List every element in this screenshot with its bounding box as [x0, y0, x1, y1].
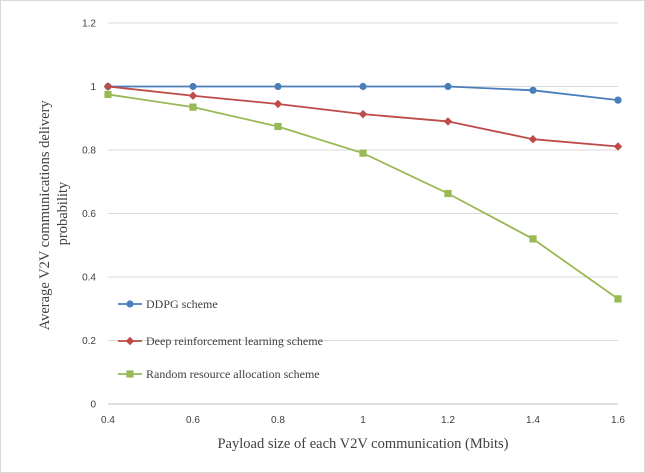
data-point: [443, 117, 453, 126]
x-tick-label: 0.6: [186, 415, 200, 426]
y-tick-label: 1.2: [82, 19, 96, 30]
data-point: [444, 82, 452, 91]
y-tick-label: 0.2: [82, 336, 96, 347]
gridlines: [108, 22, 618, 341]
x-axis-ticks: 0.4 0.6 0.8 1 1.2 1.4 1.6: [101, 415, 625, 426]
data-point: [444, 189, 452, 198]
series-line-3: [107, 93, 619, 300]
x-tick-label: 1: [360, 415, 366, 426]
y-tick-label: 0.8: [82, 146, 96, 157]
legend-label: Random resource allocation scheme: [146, 367, 320, 381]
data-point: [189, 82, 197, 91]
y-axis-title-line-2: probability: [55, 181, 71, 245]
data-point: [614, 96, 622, 104]
x-tick-label: 0.8: [271, 415, 285, 426]
data-point: [273, 99, 283, 109]
legend-marker: [126, 370, 134, 378]
data-point: [528, 135, 538, 144]
y-axis-title-line-1: Average V2V communications delivery: [37, 100, 53, 331]
data-point: [189, 103, 197, 111]
data-point: [274, 82, 282, 91]
x-tick-label: 1.6: [611, 415, 625, 426]
y-tick-label: 1: [90, 82, 96, 93]
y-axis-ticks: 0 0.2 0.4 0.6 0.8 1 1.2: [82, 19, 96, 411]
legend-label: DDPG scheme: [146, 297, 218, 311]
x-tick-label: 1.4: [526, 415, 540, 426]
data-point: [614, 295, 622, 303]
y-tick-label: 0.4: [82, 273, 96, 284]
data-point: [358, 109, 368, 119]
x-tick-label: 1.2: [441, 415, 455, 426]
legend-marker: [126, 300, 134, 308]
data-point: [103, 82, 113, 91]
data-point: [529, 86, 537, 94]
legend: DDPG scheme Deep reinforcement learning s…: [118, 297, 323, 381]
series-group: [103, 82, 623, 303]
legend-label: Deep reinforcement learning scheme: [146, 334, 323, 348]
data-point: [529, 235, 537, 243]
data-point: [274, 122, 282, 131]
data-point: [188, 91, 198, 100]
legend-marker: [125, 336, 135, 346]
y-axis-title: Average V2V communications delivery prob…: [37, 97, 71, 331]
y-tick-label: 0.6: [82, 209, 96, 220]
y-tick-label: 0: [90, 400, 96, 411]
data-point: [359, 82, 367, 91]
data-point: [104, 90, 112, 99]
data-point: [359, 149, 367, 157]
data-point: [613, 142, 623, 151]
x-axis-title: Payload size of each V2V communication (…: [217, 436, 508, 452]
x-tick-label: 0.4: [101, 415, 115, 426]
